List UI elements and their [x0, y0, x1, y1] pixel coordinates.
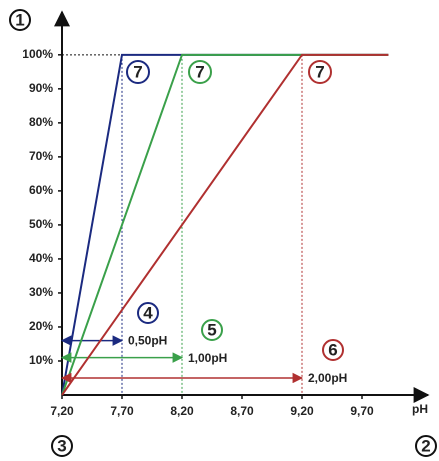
x-tick-label: 9,20 [290, 404, 314, 418]
marker-circle [308, 60, 332, 84]
y-tick-label: 80% [29, 115, 53, 129]
marker-text: 4 [143, 303, 153, 322]
marker-text: 7 [133, 62, 142, 81]
y-tick-label: 40% [29, 251, 53, 265]
y-tick-label: 100% [22, 47, 53, 61]
y-tick-label: 30% [29, 285, 53, 299]
marker-circle [137, 302, 159, 324]
marker-text: 5 [207, 320, 216, 339]
y-tick-label: 90% [29, 81, 53, 95]
x-tick-label: 8,70 [230, 404, 254, 418]
marker-text: 7 [315, 62, 324, 81]
y-tick-label: 20% [29, 319, 53, 333]
marker-circle [201, 319, 223, 341]
span-label: 0,50pH [128, 334, 167, 348]
series-line [61, 53, 389, 396]
axis-y-marker: 1 [9, 9, 31, 31]
span-label: 1,00pH [188, 351, 227, 365]
x-tick-label: 8,20 [170, 404, 194, 418]
x-tick-label: 7,20 [50, 404, 74, 418]
x-axis-label: pH [412, 402, 428, 416]
marker-text: 6 [328, 340, 337, 359]
series-line [61, 53, 389, 396]
marker-text: 1 [15, 10, 24, 29]
y-tick-label: 10% [29, 353, 53, 367]
y-tick-label: 60% [29, 183, 53, 197]
span-marker: 4 [137, 302, 159, 324]
plateau-marker: 7 [308, 60, 332, 84]
plateau-marker: 7 [188, 60, 212, 84]
y-tick-label: 70% [29, 149, 53, 163]
x-tick-label: 7,70 [110, 404, 134, 418]
series-line [61, 53, 389, 396]
marker-circle [126, 60, 150, 84]
marker-text: 3 [57, 436, 66, 455]
marker-text: 2 [421, 436, 430, 455]
x-tick-label: 9,70 [350, 404, 374, 418]
origin-marker: 3 [51, 435, 73, 457]
marker-circle [188, 60, 212, 84]
marker-circle [322, 339, 344, 361]
marker-text: 7 [195, 62, 204, 81]
y-tick-label: 50% [29, 217, 53, 231]
span-marker: 5 [201, 319, 223, 341]
span-marker: 6 [322, 339, 344, 361]
axis-x-marker: 2 [415, 435, 437, 457]
span-label: 2,00pH [308, 371, 347, 385]
plateau-marker: 7 [126, 60, 150, 84]
